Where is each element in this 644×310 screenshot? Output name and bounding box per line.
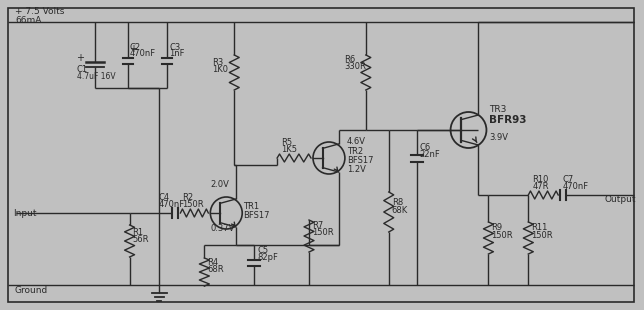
Text: R7: R7: [312, 221, 323, 230]
Text: 150R: 150R: [531, 231, 553, 240]
Text: Ground: Ground: [15, 286, 48, 295]
Text: R10: R10: [533, 175, 549, 184]
Text: C2: C2: [129, 43, 140, 52]
Text: 68K: 68K: [392, 206, 408, 215]
Text: BFR93: BFR93: [489, 115, 527, 125]
Text: 2.0V: 2.0V: [211, 180, 229, 189]
Text: 1K5: 1K5: [281, 145, 297, 154]
Text: C5: C5: [257, 246, 269, 255]
Text: C4: C4: [158, 193, 169, 202]
Text: R11: R11: [531, 223, 547, 232]
Text: 56R: 56R: [133, 235, 149, 244]
Text: 470nF: 470nF: [562, 182, 589, 191]
Text: R3: R3: [213, 58, 223, 67]
Text: 4.6V: 4.6V: [347, 137, 366, 146]
Text: 4.7uF 16V: 4.7uF 16V: [77, 72, 115, 81]
Text: + 7.5 Volts: + 7.5 Volts: [15, 7, 64, 16]
Text: 82pF: 82pF: [257, 253, 278, 262]
Text: 22nF: 22nF: [420, 150, 440, 159]
Text: 150R: 150R: [491, 231, 513, 240]
Text: 470nF: 470nF: [129, 49, 156, 58]
Text: C6: C6: [420, 143, 431, 152]
Text: R4: R4: [207, 258, 218, 267]
Text: Output: Output: [604, 195, 636, 204]
Text: BFS17: BFS17: [347, 156, 374, 165]
Text: C3: C3: [169, 43, 181, 52]
Text: 3.9V: 3.9V: [489, 133, 508, 142]
Text: +: +: [129, 44, 137, 54]
Text: R1: R1: [133, 228, 144, 237]
Text: TR2: TR2: [347, 147, 363, 156]
Text: Input: Input: [13, 209, 37, 218]
Text: R6: R6: [344, 55, 355, 64]
Text: R5: R5: [281, 138, 292, 147]
Text: 150R: 150R: [182, 200, 204, 209]
Text: +: +: [76, 53, 84, 63]
Text: 1K0: 1K0: [213, 65, 229, 74]
Text: R9: R9: [491, 223, 502, 232]
Text: 330R: 330R: [344, 62, 366, 71]
Text: 47R: 47R: [533, 182, 549, 191]
Text: 66mA: 66mA: [15, 16, 41, 25]
Text: C7: C7: [562, 175, 573, 184]
Text: BFS17: BFS17: [243, 211, 270, 220]
Text: C1: C1: [77, 65, 88, 74]
Text: 150R: 150R: [312, 228, 334, 237]
Text: 68R: 68R: [207, 265, 224, 274]
Text: TR1: TR1: [243, 202, 260, 211]
Text: 470nF: 470nF: [158, 200, 185, 209]
Text: 1.2V: 1.2V: [347, 165, 366, 174]
Text: R8: R8: [392, 198, 403, 207]
Text: TR3: TR3: [489, 105, 507, 114]
Text: 1nF: 1nF: [169, 49, 185, 58]
Text: 0.37V: 0.37V: [211, 224, 234, 233]
Text: R2: R2: [182, 193, 194, 202]
